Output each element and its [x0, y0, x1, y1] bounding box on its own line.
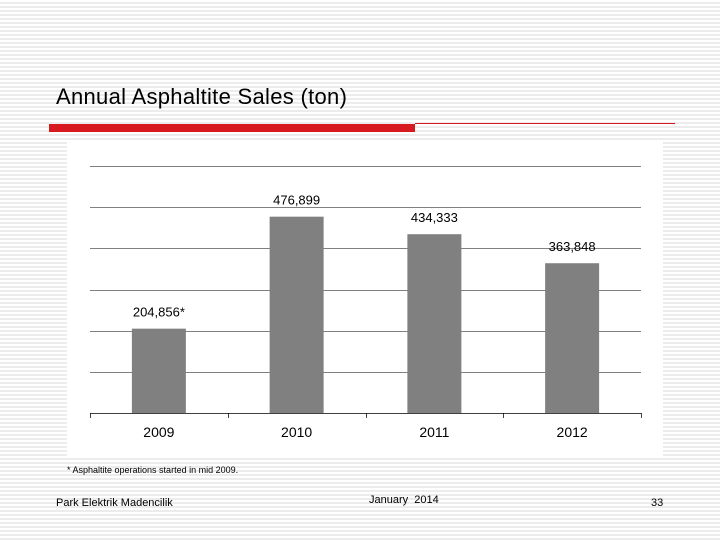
data-label-2009: 204,856* — [133, 305, 185, 320]
page-number: 33 — [651, 497, 664, 509]
data-label-2012: 363,848 — [549, 239, 596, 254]
footer-date: January 2014 — [369, 494, 439, 506]
bar-2009 — [131, 328, 186, 413]
footer-rule — [49, 492, 675, 493]
bar-2011 — [407, 234, 462, 413]
bar-chart: 2009 204,856* 2010 476,899 2011 434,333 2012 36… — [90, 166, 642, 440]
data-label-2011: 434,333 — [411, 210, 458, 225]
slide-title: Annual Asphaltite Sales (ton) — [56, 84, 348, 109]
x-tick-label: 2010 — [281, 424, 312, 440]
data-label-2010: 476,899 — [273, 193, 320, 208]
title-rule — [415, 123, 675, 124]
chart-panel: 2009 204,856* 2010 476,899 2011 434,333 2012 36… — [67, 141, 663, 458]
title-accent-bar — [49, 124, 415, 132]
bar-2010 — [269, 216, 324, 413]
footer-company: Park Elektrik Madencilik — [56, 497, 173, 509]
bar-2012 — [545, 263, 600, 413]
x-tick-label: 2012 — [557, 424, 588, 440]
x-tick-label: 2011 — [419, 424, 449, 440]
chart-footnote: * Asphaltite operations started in mid 2… — [67, 465, 239, 475]
x-tick-label: 2009 — [143, 424, 174, 440]
